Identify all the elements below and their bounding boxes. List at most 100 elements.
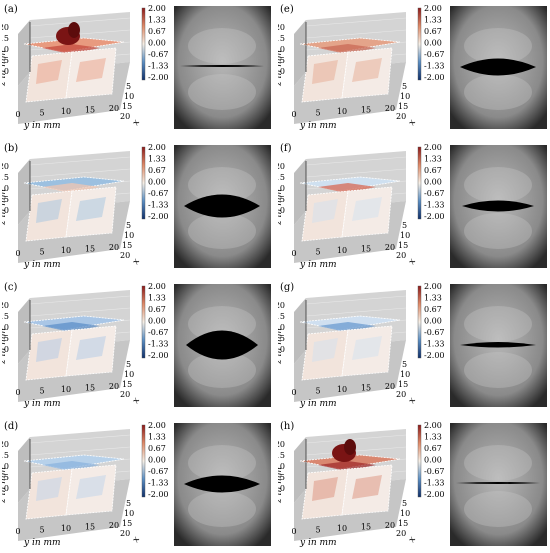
z-tick-label: 10 [278,45,285,54]
colorbar-tick-label: 0.67 [424,305,442,314]
colorbar-tick-label: 1.33 [148,155,166,164]
x-axis-label: x [407,535,418,544]
colorbar-tick-label: -0.67 [424,467,445,476]
x-tick-label: 15 [398,102,408,111]
z-tick-label: 0 [4,67,9,76]
z-tick-label: 20 [278,162,285,171]
x-axis-label: x [131,118,142,127]
colorbar-tick-label: -1.33 [424,340,445,349]
y-tick-label: 20 [385,521,395,530]
z-tick-label: 20 [2,301,9,310]
glottis-photo [450,145,547,268]
colorbar-tick-label: 1.33 [424,16,442,25]
glottis-photo [450,6,547,129]
colorbar-tick-label: -2.00 [148,73,169,82]
colorbar-tick-label: 1.33 [148,294,166,303]
y-tick-label: 0 [291,527,296,536]
x-tick-label: 10 [400,231,410,240]
z-tick-label: 0 [280,345,285,354]
glottal-opening [184,475,260,493]
colorbar [141,7,146,81]
y-tick-label: 15 [85,245,95,254]
x-tick-label: 20 [396,529,406,538]
velocity-planes [23,22,125,103]
x-axis-label: x [131,257,142,266]
y-tick-label: 20 [109,104,119,113]
y-axis-label: y in mm [299,260,337,270]
colorbar-tick-label: 2.00 [148,4,166,13]
colorbar-tick-label: 0.67 [148,27,166,36]
colorbar-tick-label: 0.00 [424,178,442,187]
x-tick-label: 5 [126,221,131,230]
z-tick-label: 20 [278,440,285,449]
z-tick-label: 5 [4,195,9,204]
y-tick-label: 15 [85,384,95,393]
z-axis-label: z in mm [2,50,8,87]
colorbar [141,285,146,359]
x-tick-label: 5 [126,499,131,508]
x-tick-label: 10 [124,231,134,240]
glottis-photo [174,423,271,546]
velocity-planes [23,454,125,520]
colorbar-tick-label: -2.00 [424,351,445,360]
z-tick-label: 15 [2,451,9,460]
y-tick-label: 15 [361,106,371,115]
z-tick-label: 5 [4,334,9,343]
colorbar-tick-label: -0.67 [148,467,169,476]
x-axis-label: x [407,257,418,266]
x-axis-label: x [407,118,418,127]
x-tick-label: 20 [396,112,406,121]
velocity-planes [299,315,401,381]
colorbar-tick-label: -2.00 [148,351,169,360]
colorbar [141,146,146,220]
x-axis-label: x [407,396,418,405]
y-tick-label: 20 [109,521,119,530]
z-tick-label: 20 [2,23,9,32]
colorbar-tick-label: 0.00 [148,39,166,48]
z-tick-label: 5 [280,195,285,204]
velocity-planes [23,176,125,242]
z-tick-label: 0 [280,67,285,76]
colorbar-tick-label: 0.00 [148,456,166,465]
z-tick-label: 0 [280,206,285,215]
x-tick-label: 10 [400,370,410,379]
colorbar-tick-label: -2.00 [148,212,169,221]
colorbar-tick-label: 0.67 [148,166,166,175]
z-tick-label: 15 [278,173,285,182]
z-tick-label: 0 [4,345,9,354]
y-tick-label: 0 [291,249,296,258]
x-tick-label: 20 [120,112,130,121]
z-tick-label: 0 [4,206,9,215]
y-tick-label: 20 [385,104,395,113]
colorbar-tick-label: 0.67 [424,166,442,175]
y-tick-label: 20 [109,243,119,252]
y-tick-label: 15 [85,523,95,532]
z-tick-label: 20 [278,23,285,32]
glottis-photo [450,423,547,546]
z-axis-label: z in mm [278,189,284,226]
colorbar [141,424,146,498]
y-tick-label: 0 [15,110,20,119]
z-tick-label: 10 [2,45,9,54]
glottal-opening [180,65,264,67]
y-tick-label: 10 [61,524,71,533]
colorbar-tick-label: 0.67 [148,305,166,314]
colorbar-tick-label: 2.00 [148,143,166,152]
colorbar-tick-label: 0.00 [148,317,166,326]
z-axis-label: z in mm [278,328,284,365]
z-tick-label: 10 [2,323,9,332]
x-tick-label: 5 [402,82,407,91]
y-tick-label: 0 [15,527,20,536]
y-tick-label: 5 [315,109,320,118]
z-tick-label: 0 [280,484,285,493]
y-tick-label: 0 [15,249,20,258]
z-tick-label: 5 [280,334,285,343]
x-tick-label: 5 [402,360,407,369]
